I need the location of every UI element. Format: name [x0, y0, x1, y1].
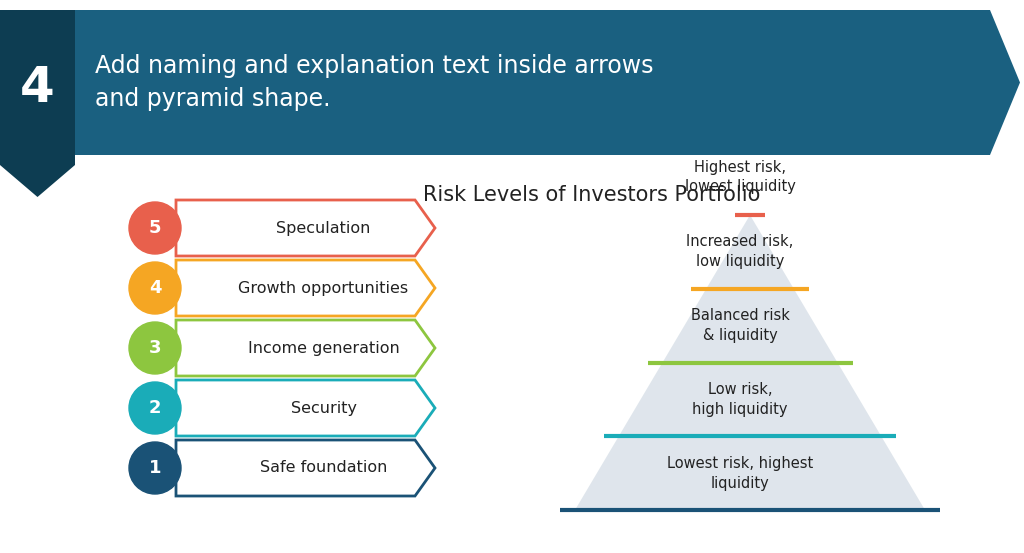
Polygon shape [176, 200, 435, 256]
Polygon shape [176, 320, 435, 376]
Text: 2: 2 [148, 399, 161, 417]
Polygon shape [575, 215, 925, 510]
Text: 3: 3 [148, 339, 161, 357]
Text: 4: 4 [148, 279, 161, 297]
Text: Income generation: Income generation [248, 341, 399, 356]
Circle shape [129, 322, 181, 374]
Text: Low risk,
high liquidity: Low risk, high liquidity [692, 382, 787, 417]
Text: 1: 1 [148, 459, 161, 477]
Circle shape [129, 262, 181, 314]
Polygon shape [0, 165, 75, 197]
Polygon shape [176, 440, 435, 496]
Circle shape [129, 442, 181, 494]
Polygon shape [176, 260, 435, 316]
Text: 4: 4 [20, 64, 55, 112]
Text: Security: Security [291, 400, 356, 415]
Text: 5: 5 [148, 219, 161, 237]
Circle shape [129, 382, 181, 434]
Circle shape [129, 202, 181, 254]
Text: Highest risk,
lowest liquidity: Highest risk, lowest liquidity [685, 160, 796, 195]
Polygon shape [75, 10, 1020, 155]
Text: Growth opportunities: Growth opportunities [239, 280, 409, 295]
Text: Balanced risk
& liquidity: Balanced risk & liquidity [690, 308, 790, 343]
Text: Speculation: Speculation [276, 221, 371, 236]
Polygon shape [176, 380, 435, 436]
Text: Lowest risk, highest
liquidity: Lowest risk, highest liquidity [667, 456, 813, 491]
Polygon shape [0, 10, 75, 165]
Text: Increased risk,
low liquidity: Increased risk, low liquidity [686, 234, 794, 269]
Text: Risk Levels of Investors Portfolio: Risk Levels of Investors Portfolio [423, 185, 761, 205]
Text: Add naming and explanation text inside arrows
and pyramid shape.: Add naming and explanation text inside a… [95, 54, 653, 111]
Text: Safe foundation: Safe foundation [260, 461, 387, 476]
